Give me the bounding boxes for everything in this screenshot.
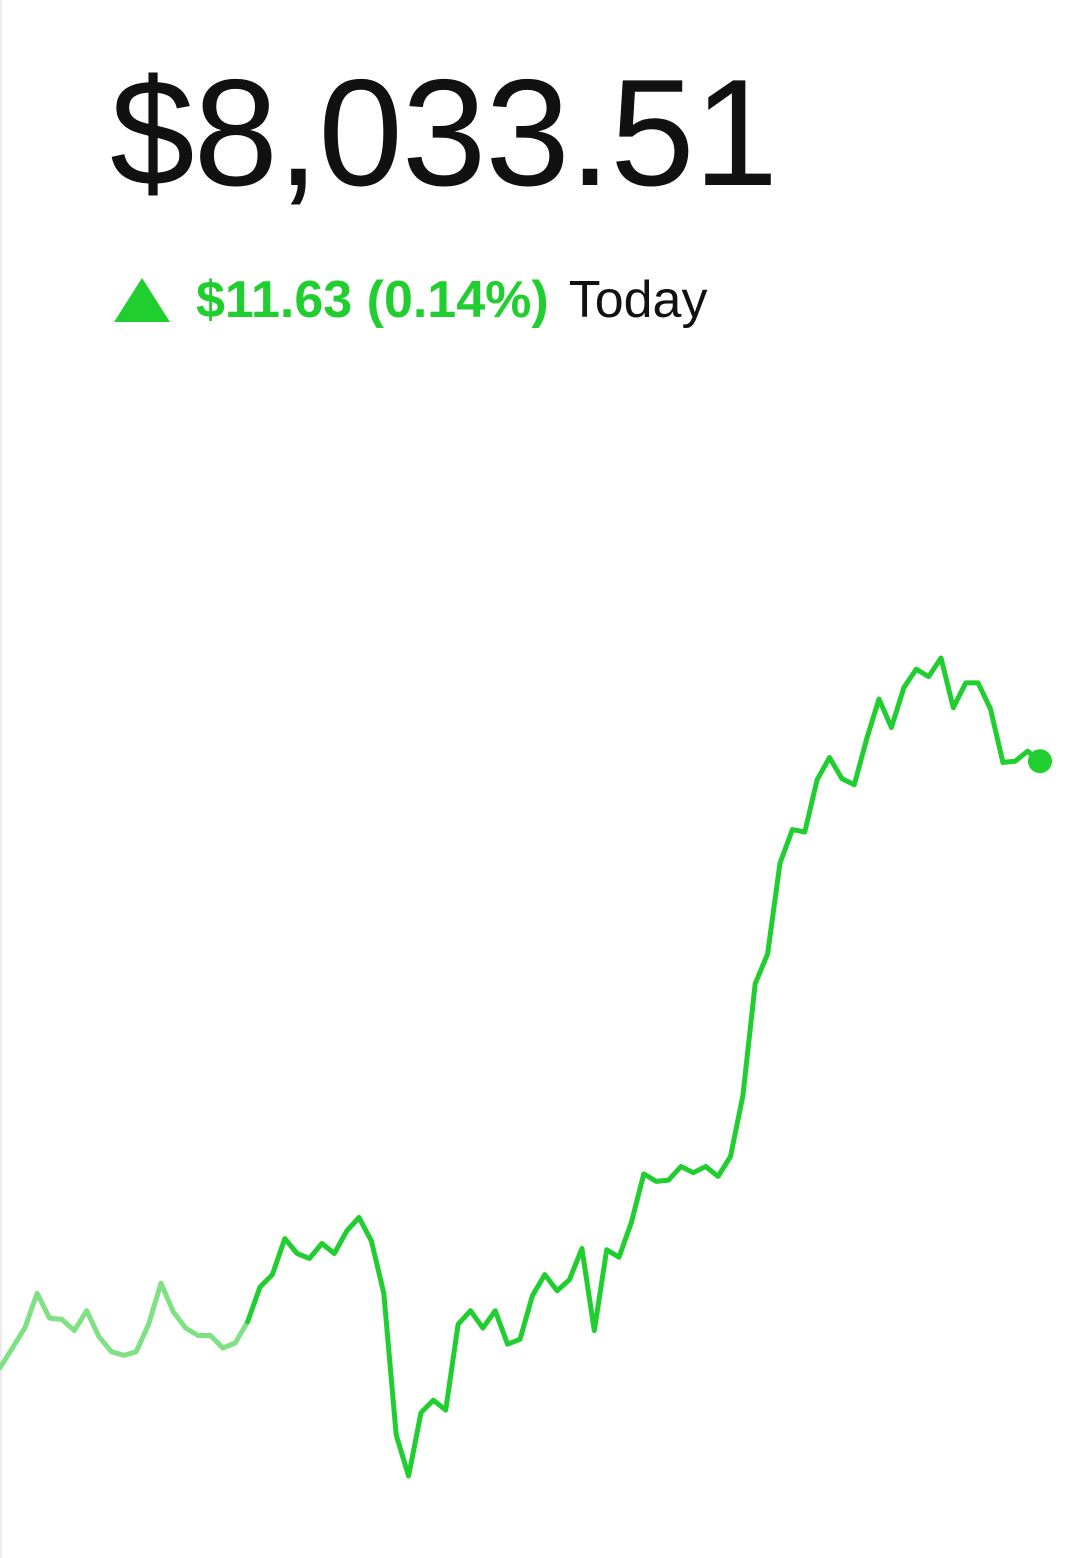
data-point-47 xyxy=(579,1246,585,1252)
data-point-42 xyxy=(517,1336,523,1342)
data-point-38 xyxy=(468,1308,474,1314)
data-point-69 xyxy=(851,782,857,788)
data-point-68 xyxy=(839,776,845,782)
data-point-55 xyxy=(678,1164,684,1170)
data-point-75 xyxy=(926,674,932,680)
data-point-71 xyxy=(876,696,882,702)
data-point-62 xyxy=(765,951,771,957)
data-point-63 xyxy=(777,860,783,866)
data-point-28 xyxy=(344,1228,350,1234)
data-point-45 xyxy=(554,1288,560,1294)
data-point-41 xyxy=(505,1341,511,1347)
data-point-37 xyxy=(455,1321,461,1327)
data-point-13 xyxy=(158,1280,164,1286)
data-point-43 xyxy=(529,1293,535,1299)
data-point-5 xyxy=(59,1316,65,1322)
data-point-76 xyxy=(938,655,944,661)
data-point-48 xyxy=(591,1328,597,1334)
data-point-44 xyxy=(542,1272,548,1278)
change-period-label: Today xyxy=(568,271,708,329)
data-point-78 xyxy=(963,680,969,686)
data-point-2 xyxy=(22,1325,28,1331)
portfolio-line-chart[interactable] xyxy=(0,600,1090,1500)
data-point-54 xyxy=(666,1177,672,1183)
chart-series-layer xyxy=(0,655,1052,1479)
data-point-72 xyxy=(888,725,894,731)
current-value-dot xyxy=(1028,749,1052,774)
data-point-39 xyxy=(480,1325,486,1331)
data-point-1 xyxy=(9,1345,15,1351)
data-point-7 xyxy=(84,1308,90,1314)
data-point-58 xyxy=(715,1173,721,1179)
data-point-29 xyxy=(356,1214,362,1220)
data-point-74 xyxy=(913,666,919,672)
data-point-49 xyxy=(604,1247,610,1253)
data-point-20 xyxy=(245,1319,251,1325)
data-point-26 xyxy=(319,1241,325,1247)
data-point-6 xyxy=(71,1328,77,1334)
series-line-today xyxy=(245,655,1043,1479)
data-point-36 xyxy=(443,1407,449,1413)
data-point-17 xyxy=(208,1333,214,1339)
data-point-9 xyxy=(108,1349,114,1355)
data-point-61 xyxy=(752,981,758,987)
data-point-15 xyxy=(183,1325,189,1331)
triangle-up-icon xyxy=(114,278,170,322)
data-point-59 xyxy=(728,1154,734,1160)
data-point-65 xyxy=(802,829,808,835)
data-point-8 xyxy=(96,1334,102,1340)
data-point-67 xyxy=(827,755,833,761)
data-point-32 xyxy=(393,1432,399,1438)
data-point-66 xyxy=(814,777,820,783)
data-point-33 xyxy=(406,1473,412,1479)
data-point-31 xyxy=(381,1290,387,1296)
data-point-80 xyxy=(988,706,994,712)
data-point-64 xyxy=(789,827,795,833)
data-point-25 xyxy=(307,1255,313,1261)
data-point-21 xyxy=(257,1284,263,1290)
data-point-51 xyxy=(628,1219,634,1225)
data-point-83 xyxy=(1025,748,1031,754)
data-point-18 xyxy=(220,1345,226,1351)
data-point-46 xyxy=(567,1277,573,1283)
data-point-19 xyxy=(232,1340,238,1346)
data-point-22 xyxy=(269,1272,275,1278)
data-point-60 xyxy=(740,1093,746,1099)
data-point-56 xyxy=(690,1170,696,1176)
data-point-16 xyxy=(195,1333,201,1339)
data-point-70 xyxy=(864,736,870,742)
data-point-73 xyxy=(901,685,907,691)
data-point-53 xyxy=(653,1178,659,1184)
portfolio-balance: $8,033.51 xyxy=(110,48,778,218)
data-point-82 xyxy=(1012,758,1018,764)
data-point-11 xyxy=(133,1349,139,1355)
data-point-14 xyxy=(170,1309,176,1315)
data-point-30 xyxy=(368,1238,374,1244)
data-point-3 xyxy=(34,1290,40,1296)
data-point-81 xyxy=(1000,759,1006,765)
data-point-24 xyxy=(294,1251,300,1257)
data-point-77 xyxy=(950,705,956,711)
data-point-35 xyxy=(430,1397,436,1403)
data-point-34 xyxy=(418,1410,424,1416)
daily-change-row: $11.63 (0.14%) Today xyxy=(114,268,707,332)
data-point-79 xyxy=(975,680,981,686)
data-point-52 xyxy=(641,1171,647,1177)
data-point-23 xyxy=(282,1236,288,1242)
data-point-40 xyxy=(492,1308,498,1314)
daily-change-amount: $11.63 (0.14%) xyxy=(196,271,549,329)
data-point-57 xyxy=(703,1164,709,1170)
data-point-10 xyxy=(121,1352,127,1358)
data-point-4 xyxy=(47,1315,53,1321)
screen-edge-divider xyxy=(0,0,2,1558)
data-point-12 xyxy=(146,1321,152,1327)
data-point-27 xyxy=(331,1251,337,1257)
data-point-50 xyxy=(616,1254,622,1260)
series-line-prior xyxy=(0,1280,251,1371)
